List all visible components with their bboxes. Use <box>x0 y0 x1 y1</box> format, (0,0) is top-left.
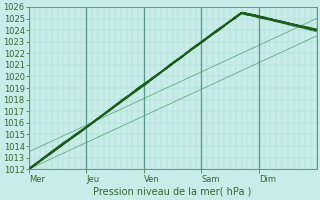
X-axis label: Pression niveau de la mer( hPa ): Pression niveau de la mer( hPa ) <box>93 187 252 197</box>
